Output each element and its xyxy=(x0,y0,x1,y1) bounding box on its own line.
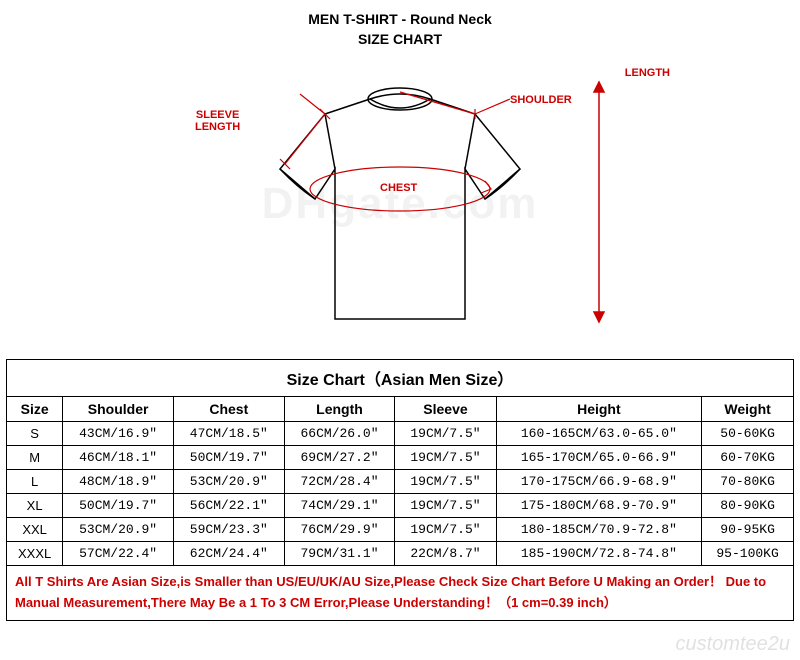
col-length: Length xyxy=(284,397,395,422)
table-row: XL50CM/19.7″56CM/22.1″74CM/29.1″19CM/7.5… xyxy=(7,494,794,518)
table-cell: 59CM/23.3″ xyxy=(173,518,284,542)
table-cell: M xyxy=(7,446,63,470)
table-cell: 60-70KG xyxy=(702,446,794,470)
header-line2: SIZE CHART xyxy=(0,30,800,50)
table-cell: 50CM/19.7″ xyxy=(63,494,174,518)
table-cell: 76CM/29.9″ xyxy=(284,518,395,542)
table-cell: 46CM/18.1″ xyxy=(63,446,174,470)
table-title-row: Size Chart（Asian Men Size） xyxy=(7,360,794,397)
col-size: Size xyxy=(7,397,63,422)
table-cell: XXXL xyxy=(7,542,63,566)
table-cell: 72CM/28.4″ xyxy=(284,470,395,494)
col-weight: Weight xyxy=(702,397,794,422)
table-cell: XL xyxy=(7,494,63,518)
table-cell: 80-90KG xyxy=(702,494,794,518)
table-cell: 48CM/18.9″ xyxy=(63,470,174,494)
table-cell: 175-180CM/68.9-70.9″ xyxy=(496,494,702,518)
callout-chest: CHEST xyxy=(380,182,417,194)
table-cell: 95-100KG xyxy=(702,542,794,566)
table-cell: 50CM/19.7″ xyxy=(173,446,284,470)
table-cell: 22CM/8.7″ xyxy=(395,542,496,566)
table-cell: 160-165CM/63.0-65.0″ xyxy=(496,422,702,446)
table-cell: 19CM/7.5″ xyxy=(395,470,496,494)
col-height: Height xyxy=(496,397,702,422)
table-cell: XXL xyxy=(7,518,63,542)
table-row: S43CM/16.9″47CM/18.5″66CM/26.0″19CM/7.5″… xyxy=(7,422,794,446)
table-row: XXXL57CM/22.4″62CM/24.4″79CM/31.1″22CM/8… xyxy=(7,542,794,566)
table-cell: 90-95KG xyxy=(702,518,794,542)
table-cell: 19CM/7.5″ xyxy=(395,518,496,542)
callout-shoulder: SHOULDER xyxy=(510,94,572,106)
header-line1: MEN T-SHIRT - Round Neck xyxy=(0,10,800,30)
length-arrow xyxy=(584,77,614,327)
size-table-wrap: Size Chart（Asian Men Size） Size Shoulder… xyxy=(0,359,800,621)
table-header-row: Size Shoulder Chest Length Sleeve Height… xyxy=(7,397,794,422)
table-cell: 53CM/20.9″ xyxy=(173,470,284,494)
table-cell: 56CM/22.1″ xyxy=(173,494,284,518)
table-cell: 69CM/27.2″ xyxy=(284,446,395,470)
table-title: Size Chart（Asian Men Size） xyxy=(7,360,794,397)
table-cell: L xyxy=(7,470,63,494)
table-cell: 50-60KG xyxy=(702,422,794,446)
table-cell: 165-170CM/65.0-66.9″ xyxy=(496,446,702,470)
table-note: All T Shirts Are Asian Size,is Smaller t… xyxy=(7,566,794,621)
table-cell: 70-80KG xyxy=(702,470,794,494)
table-cell: S xyxy=(7,422,63,446)
tshirt-diagram: SLEEVE LENGTH SHOULDER CHEST LENGTH DHga… xyxy=(0,49,800,359)
col-sleeve: Sleeve xyxy=(395,397,496,422)
table-cell: 170-175CM/66.9-68.9″ xyxy=(496,470,702,494)
table-cell: 79CM/31.1″ xyxy=(284,542,395,566)
table-cell: 66CM/26.0″ xyxy=(284,422,395,446)
table-cell: 19CM/7.5″ xyxy=(395,446,496,470)
col-shoulder: Shoulder xyxy=(63,397,174,422)
table-row: XXL53CM/20.9″59CM/23.3″76CM/29.9″19CM/7.… xyxy=(7,518,794,542)
table-cell: 19CM/7.5″ xyxy=(395,494,496,518)
table-cell: 62CM/24.4″ xyxy=(173,542,284,566)
table-note-row: All T Shirts Are Asian Size,is Smaller t… xyxy=(7,566,794,621)
watermark-corner: customtee2u xyxy=(675,633,790,656)
table-row: M46CM/18.1″50CM/19.7″69CM/27.2″19CM/7.5″… xyxy=(7,446,794,470)
table-cell: 47CM/18.5″ xyxy=(173,422,284,446)
table-cell: 57CM/22.4″ xyxy=(63,542,174,566)
callout-sleeve-length: SLEEVE LENGTH xyxy=(195,109,240,133)
size-chart-table: Size Chart（Asian Men Size） Size Shoulder… xyxy=(6,359,794,621)
table-cell: 180-185CM/70.9-72.8″ xyxy=(496,518,702,542)
table-cell: 74CM/29.1″ xyxy=(284,494,395,518)
header: MEN T-SHIRT - Round Neck SIZE CHART xyxy=(0,0,800,49)
callout-length: LENGTH xyxy=(625,67,670,79)
table-cell: 43CM/16.9″ xyxy=(63,422,174,446)
col-chest: Chest xyxy=(173,397,284,422)
table-cell: 53CM/20.9″ xyxy=(63,518,174,542)
table-cell: 185-190CM/72.8-74.8″ xyxy=(496,542,702,566)
table-cell: 19CM/7.5″ xyxy=(395,422,496,446)
table-row: L48CM/18.9″53CM/20.9″72CM/28.4″19CM/7.5″… xyxy=(7,470,794,494)
